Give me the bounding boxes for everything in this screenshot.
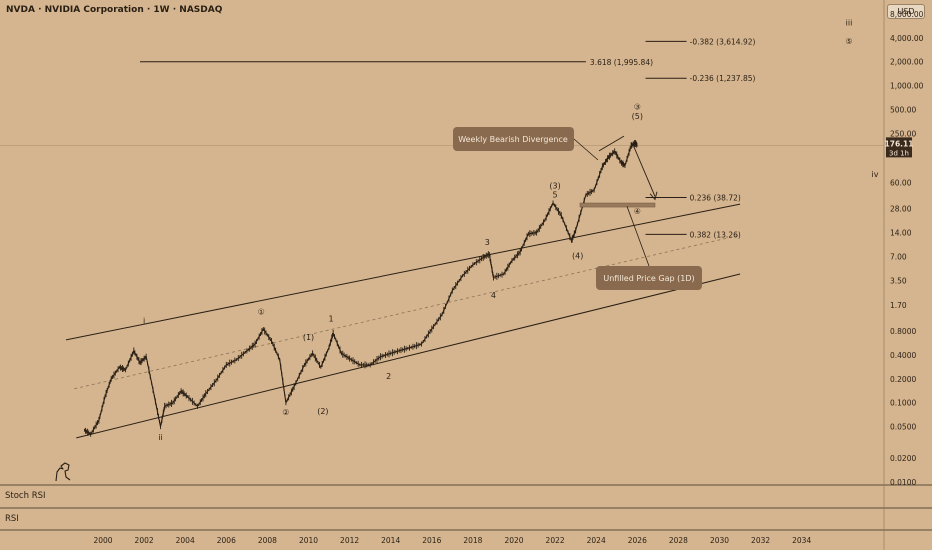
x-tick-label: 2016: [422, 536, 441, 545]
y-tick-label: 14.00: [890, 229, 912, 238]
price-candles: [84, 139, 638, 437]
arrow-head: [649, 191, 658, 201]
y-tick-label: 1,000.00: [890, 82, 924, 91]
x-tick-label: 2026: [628, 536, 647, 545]
x-tick-label: 2000: [93, 536, 112, 545]
x-tick-label: 2022: [546, 536, 565, 545]
wave-label: 2: [386, 372, 391, 381]
y-tick-label: 2,000.00: [890, 58, 924, 67]
y-tick-label: 8,000.00: [890, 10, 924, 19]
y-tick-label: 0.0200: [890, 454, 916, 463]
callout-pointer: [573, 138, 599, 161]
channel-line-upper: [65, 203, 741, 341]
wave-label: (4): [572, 251, 583, 260]
channel-line-lower: [76, 273, 741, 439]
x-tick-label: 2028: [669, 536, 688, 545]
y-tick-label: 250.00: [890, 129, 916, 138]
projection-arrow: [633, 146, 656, 197]
callout-text: Unfilled Price Gap (1D): [603, 274, 694, 283]
logo-shape: [55, 462, 71, 482]
x-tick-label: 2034: [792, 536, 811, 545]
chart-title: NVDA · NVIDIA Corporation · 1W · NASDAQ: [6, 5, 223, 15]
y-tick-label: 28.00: [890, 205, 912, 214]
currency-selector[interactable]: USD: [887, 4, 925, 19]
channel-line-mid: [74, 234, 741, 390]
x-tick-label: 2002: [135, 536, 154, 545]
x-tick-label: 2008: [258, 536, 277, 545]
x-tick-label: 2006: [217, 536, 236, 545]
fib-level-label: -0.382 (3,614.92): [690, 37, 756, 46]
callout-text: Weekly Bearish Divergence: [458, 135, 568, 144]
wave-label: (2): [317, 407, 328, 416]
y-tick-label: 0.2000: [890, 375, 916, 384]
wave-label: iv: [872, 170, 879, 179]
y-tick-label: 7.00: [890, 252, 907, 261]
y-tick-label: 0.0100: [890, 478, 916, 487]
wave-label: (3): [549, 182, 560, 191]
wave-label: i: [143, 316, 145, 325]
wave-label: 5: [553, 190, 558, 199]
wave-label: ③: [634, 102, 641, 111]
wave-label: (5): [632, 112, 643, 121]
x-tick-label: 2024: [587, 536, 606, 545]
callout-pointer: [626, 206, 650, 267]
fib-level-label: 0.236 (38.72): [690, 194, 741, 203]
y-tick-label: 0.1000: [890, 399, 916, 408]
y-tick-label: 0.8000: [890, 327, 916, 336]
wave-label: 3: [485, 238, 490, 247]
tradingview-logo-icon: [55, 462, 71, 482]
callout-bearish-divergence: Weekly Bearish Divergence: [453, 127, 599, 161]
fib-level-label: 0.382 (13.26): [690, 230, 741, 239]
y-tick-label: 3.50: [890, 276, 907, 285]
x-tick-label: 2018: [463, 536, 482, 545]
wave-label: ④: [634, 207, 641, 216]
rsi-label[interactable]: RSI: [5, 514, 19, 524]
x-tick-label: 2020: [504, 536, 523, 545]
divergence-line: [598, 135, 625, 152]
x-tick-label: 2012: [340, 536, 359, 545]
price-gap-box: [579, 202, 656, 208]
price-badge-value: 176.11: [885, 139, 914, 148]
callout-price-gap: Unfilled Price Gap (1D): [596, 206, 702, 290]
wave-label: (1): [303, 333, 314, 342]
price-badge-countdown: 3d 1h: [889, 149, 909, 157]
wave-label: ⑤: [845, 37, 852, 46]
price-badge-box: [886, 137, 912, 158]
callout-box: [596, 266, 702, 290]
callout-box: [453, 127, 574, 151]
y-tick-label: 60.00: [890, 178, 912, 187]
y-tick-label: 500.00: [890, 105, 916, 114]
y-tick-label: 0.0500: [890, 423, 916, 432]
y-tick-label: 1.70: [890, 301, 907, 310]
y-tick-label: 0.4000: [890, 351, 916, 360]
x-tick-label: 2030: [710, 536, 729, 545]
x-tick-label: 2010: [299, 536, 318, 545]
wave-label: ①: [258, 307, 265, 316]
wave-label: ii: [158, 433, 162, 442]
wave-label: ②: [282, 408, 289, 417]
fib-level-label: -0.236 (1,237.85): [690, 74, 756, 83]
y-tick-label: 4,000.00: [890, 34, 924, 43]
y-axis: 8,000.00 4,000.00 2,000.00 1,000.00 500.00 25…: [890, 10, 924, 487]
x-tick-label: 2004: [176, 536, 195, 545]
wave-label: 1: [329, 315, 334, 324]
x-tick-label: 2014: [381, 536, 400, 545]
stoch-rsi-label[interactable]: Stoch RSI: [5, 491, 46, 501]
fib-level-label: 3.618 (1,995.84): [590, 58, 653, 67]
wave-label: iii: [846, 19, 853, 28]
wave-label: 4: [491, 291, 496, 300]
x-tick-label: 2032: [751, 536, 770, 545]
x-axis: 2000 2002 2004 2006 2008 2010 2012 2014 2016 2018…: [93, 536, 811, 545]
